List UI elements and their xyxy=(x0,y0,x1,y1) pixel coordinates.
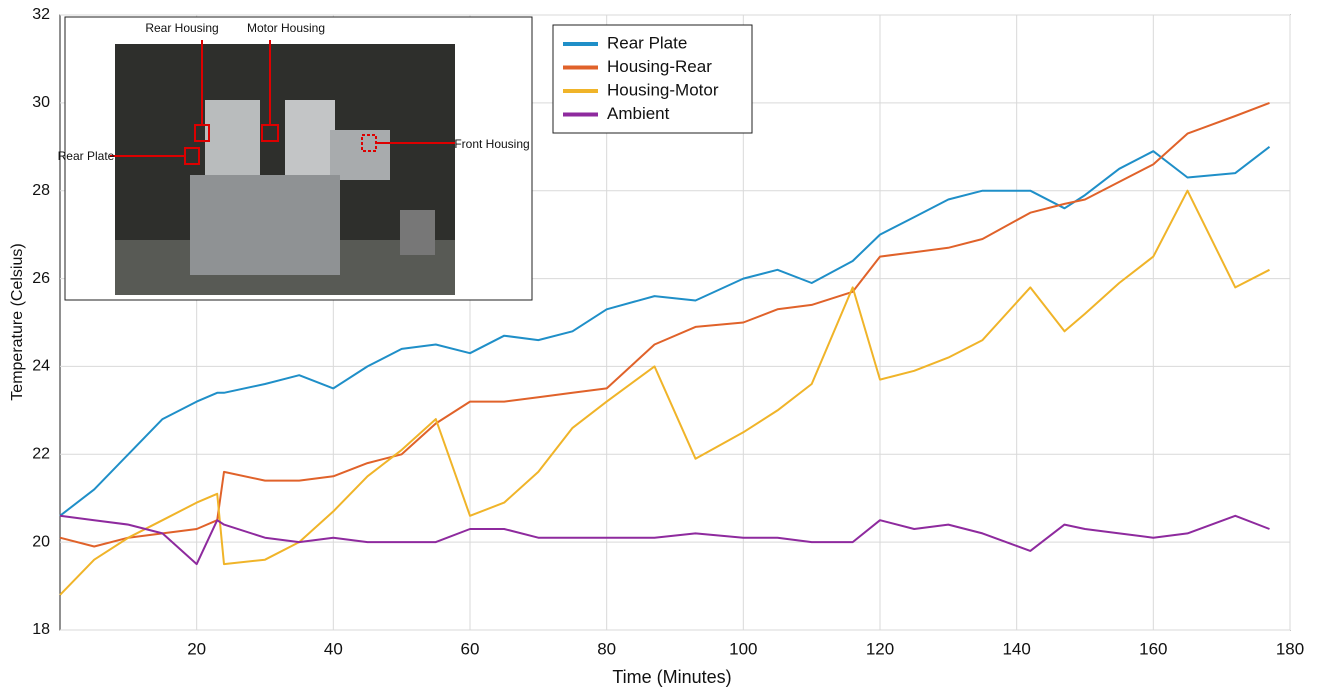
y-tick-label: 24 xyxy=(32,358,50,375)
x-tick-label: 60 xyxy=(461,639,480,658)
annotation: Front Housing xyxy=(454,137,529,151)
x-tick-label: 100 xyxy=(729,639,757,658)
legend: Rear Plate Housing-Rear Housing-Motor Ambie… xyxy=(552,24,753,134)
y-tick-label: 30 xyxy=(32,94,50,111)
y-tick-label: 28 xyxy=(32,182,50,199)
y-tick-label: 20 xyxy=(32,533,50,550)
lines xyxy=(59,101,1271,596)
y-tick-label: 18 xyxy=(32,621,50,638)
annotation: Motor Housing xyxy=(247,21,325,35)
series-line xyxy=(59,514,1270,566)
legend-label: Housing-Motor xyxy=(607,80,719,99)
y-tick-label: 22 xyxy=(32,446,50,463)
x-tick-label: 140 xyxy=(1002,639,1030,658)
photo-stand xyxy=(190,175,340,275)
annotation: Rear Plate xyxy=(58,149,115,163)
y-tick-label: 26 xyxy=(32,270,50,287)
series-line xyxy=(59,101,1270,548)
photo-item xyxy=(400,210,435,255)
legend-label: Ambient xyxy=(607,104,670,123)
x-axis-title: Time (Minutes) xyxy=(612,667,731,687)
legend-label: Rear Plate xyxy=(607,33,687,52)
series-line xyxy=(59,146,1271,517)
annotation: Rear Housing xyxy=(145,21,218,35)
inset: Rear Housing Motor Housing Rear Plate Fr… xyxy=(58,16,533,301)
y-axis-title: Temperature (Celsius) xyxy=(9,243,26,400)
x-tick-label: 160 xyxy=(1139,639,1167,658)
photo-cylinder xyxy=(330,130,390,180)
x-tick-label: 40 xyxy=(324,639,343,658)
x-tick-label: 80 xyxy=(597,639,616,658)
y-tick-label: 32 xyxy=(32,6,50,23)
series-line xyxy=(59,189,1270,596)
legend-label: Housing-Rear xyxy=(607,57,712,76)
x-tick-label: 180 xyxy=(1276,639,1304,658)
x-tick-label: 120 xyxy=(866,639,894,658)
x-tick-label: 20 xyxy=(187,639,206,658)
